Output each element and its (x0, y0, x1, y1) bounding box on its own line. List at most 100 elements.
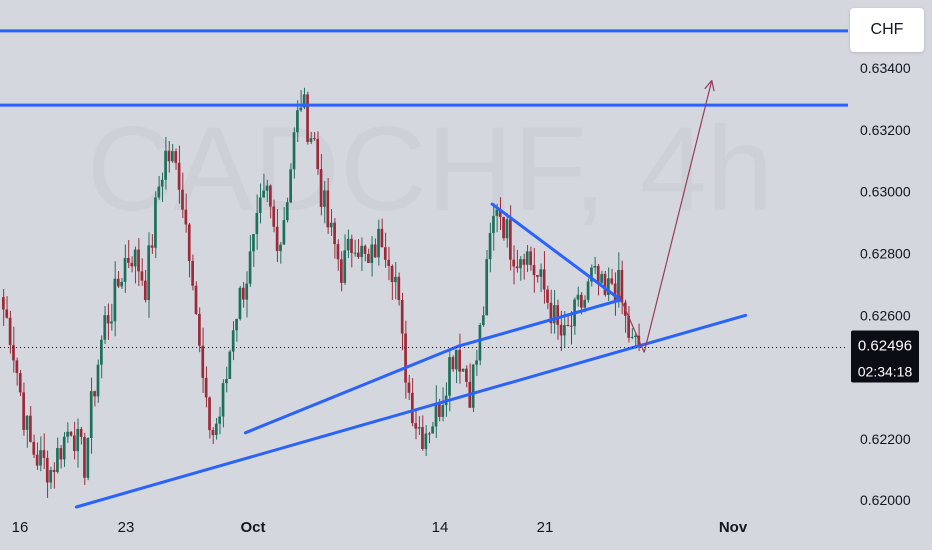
candle-body (424, 433, 428, 449)
candle-body (502, 216, 505, 239)
candle-body (356, 252, 360, 258)
candle-body (373, 244, 377, 258)
candle-body (448, 357, 451, 396)
candle-body (600, 273, 603, 283)
candle-body (269, 185, 272, 207)
candle-body (96, 364, 100, 397)
candle-body (546, 289, 549, 303)
candle-body (66, 431, 69, 437)
projection-down-arrow (616, 290, 645, 353)
candle-body (289, 169, 292, 203)
candle-body (86, 437, 90, 478)
y-tick-label: 0.63400 (860, 60, 911, 76)
candle-body (529, 251, 532, 266)
candle-body (177, 162, 181, 190)
triangle-lower-base-line (243, 344, 460, 435)
candle-body (556, 305, 560, 325)
candle-body (15, 360, 19, 374)
candle-body (241, 287, 245, 300)
candle-body (235, 318, 238, 331)
last-price-marker: 0.62496 02:34:18 (0, 330, 919, 383)
candle-body (637, 335, 641, 348)
candle-body (471, 364, 475, 408)
candle-body (427, 433, 431, 435)
candle-body (417, 427, 421, 429)
y-tick-label: 0.63000 (860, 184, 911, 200)
candle-body (465, 368, 468, 382)
annotations (0, 29, 848, 509)
projection-arrowhead (711, 80, 715, 92)
candle-body (329, 222, 333, 228)
y-tick-label: 0.62800 (860, 246, 911, 262)
candle-body (475, 360, 478, 365)
candle-body (390, 265, 394, 283)
candle-body (292, 132, 296, 170)
candle-body (302, 94, 306, 108)
candle-body (201, 345, 205, 378)
candle-body (363, 245, 367, 254)
currency-button[interactable]: CHF (850, 8, 924, 52)
candle-body (265, 185, 269, 191)
candle-body (123, 257, 127, 282)
candle-body (542, 269, 546, 290)
candle-body (383, 247, 387, 260)
candle-body (238, 287, 242, 319)
candle-body (221, 383, 225, 417)
candle-body (72, 435, 76, 452)
candle-body (113, 278, 117, 322)
candle-body (83, 437, 86, 478)
candle-body (312, 138, 316, 140)
candle-body (282, 220, 286, 245)
candle-body (613, 283, 617, 301)
candle-body (231, 330, 235, 352)
candle-body (228, 351, 232, 379)
candle-body (167, 150, 171, 162)
candle-body (299, 107, 303, 111)
currency-label: CHF (870, 21, 904, 38)
candle-body (505, 219, 509, 239)
candle-body (154, 197, 157, 248)
candle-body (42, 450, 46, 458)
candle-body (248, 251, 252, 284)
candle-body (539, 269, 543, 277)
candle-body (610, 278, 614, 284)
candle-body (404, 333, 407, 383)
candle-body (187, 224, 191, 261)
candle-body (306, 94, 309, 142)
candle-body (12, 345, 15, 361)
candle-body (116, 278, 120, 287)
candle-body (559, 324, 563, 336)
candle-body (76, 428, 80, 452)
candle-body (367, 253, 370, 264)
candle-body (441, 405, 445, 417)
watermark-symbol: CADCHF, 4h (87, 102, 774, 236)
candle-body (143, 280, 147, 301)
candle-body (630, 336, 634, 338)
candle-body (106, 315, 110, 324)
candle-body (336, 244, 340, 260)
candle-body (536, 275, 539, 277)
price-tag-value: 0.62496 (858, 337, 912, 354)
candle-body (198, 313, 201, 346)
candle-body (181, 189, 184, 210)
candle-body (279, 244, 282, 252)
candle-body (596, 265, 600, 283)
candle-body (164, 150, 167, 180)
candle-body (519, 259, 522, 269)
rising-trendline-line (74, 313, 748, 509)
candle-body (133, 249, 137, 267)
y-axis: 0.63400 0.63200 0.63000 0.62800 0.62600 0.622… (860, 60, 911, 508)
candle-body (110, 321, 113, 324)
candle-body (481, 315, 485, 326)
candle-body (252, 234, 255, 252)
x-tick-label: 16 (12, 519, 29, 536)
candle-body (160, 179, 164, 187)
candle-body (262, 190, 265, 198)
candle-body (343, 250, 347, 283)
candle-body (495, 209, 499, 216)
candle-body (370, 244, 374, 264)
candle-body (512, 259, 516, 267)
triangle-upper-line (490, 202, 623, 302)
candle-body (438, 403, 441, 417)
